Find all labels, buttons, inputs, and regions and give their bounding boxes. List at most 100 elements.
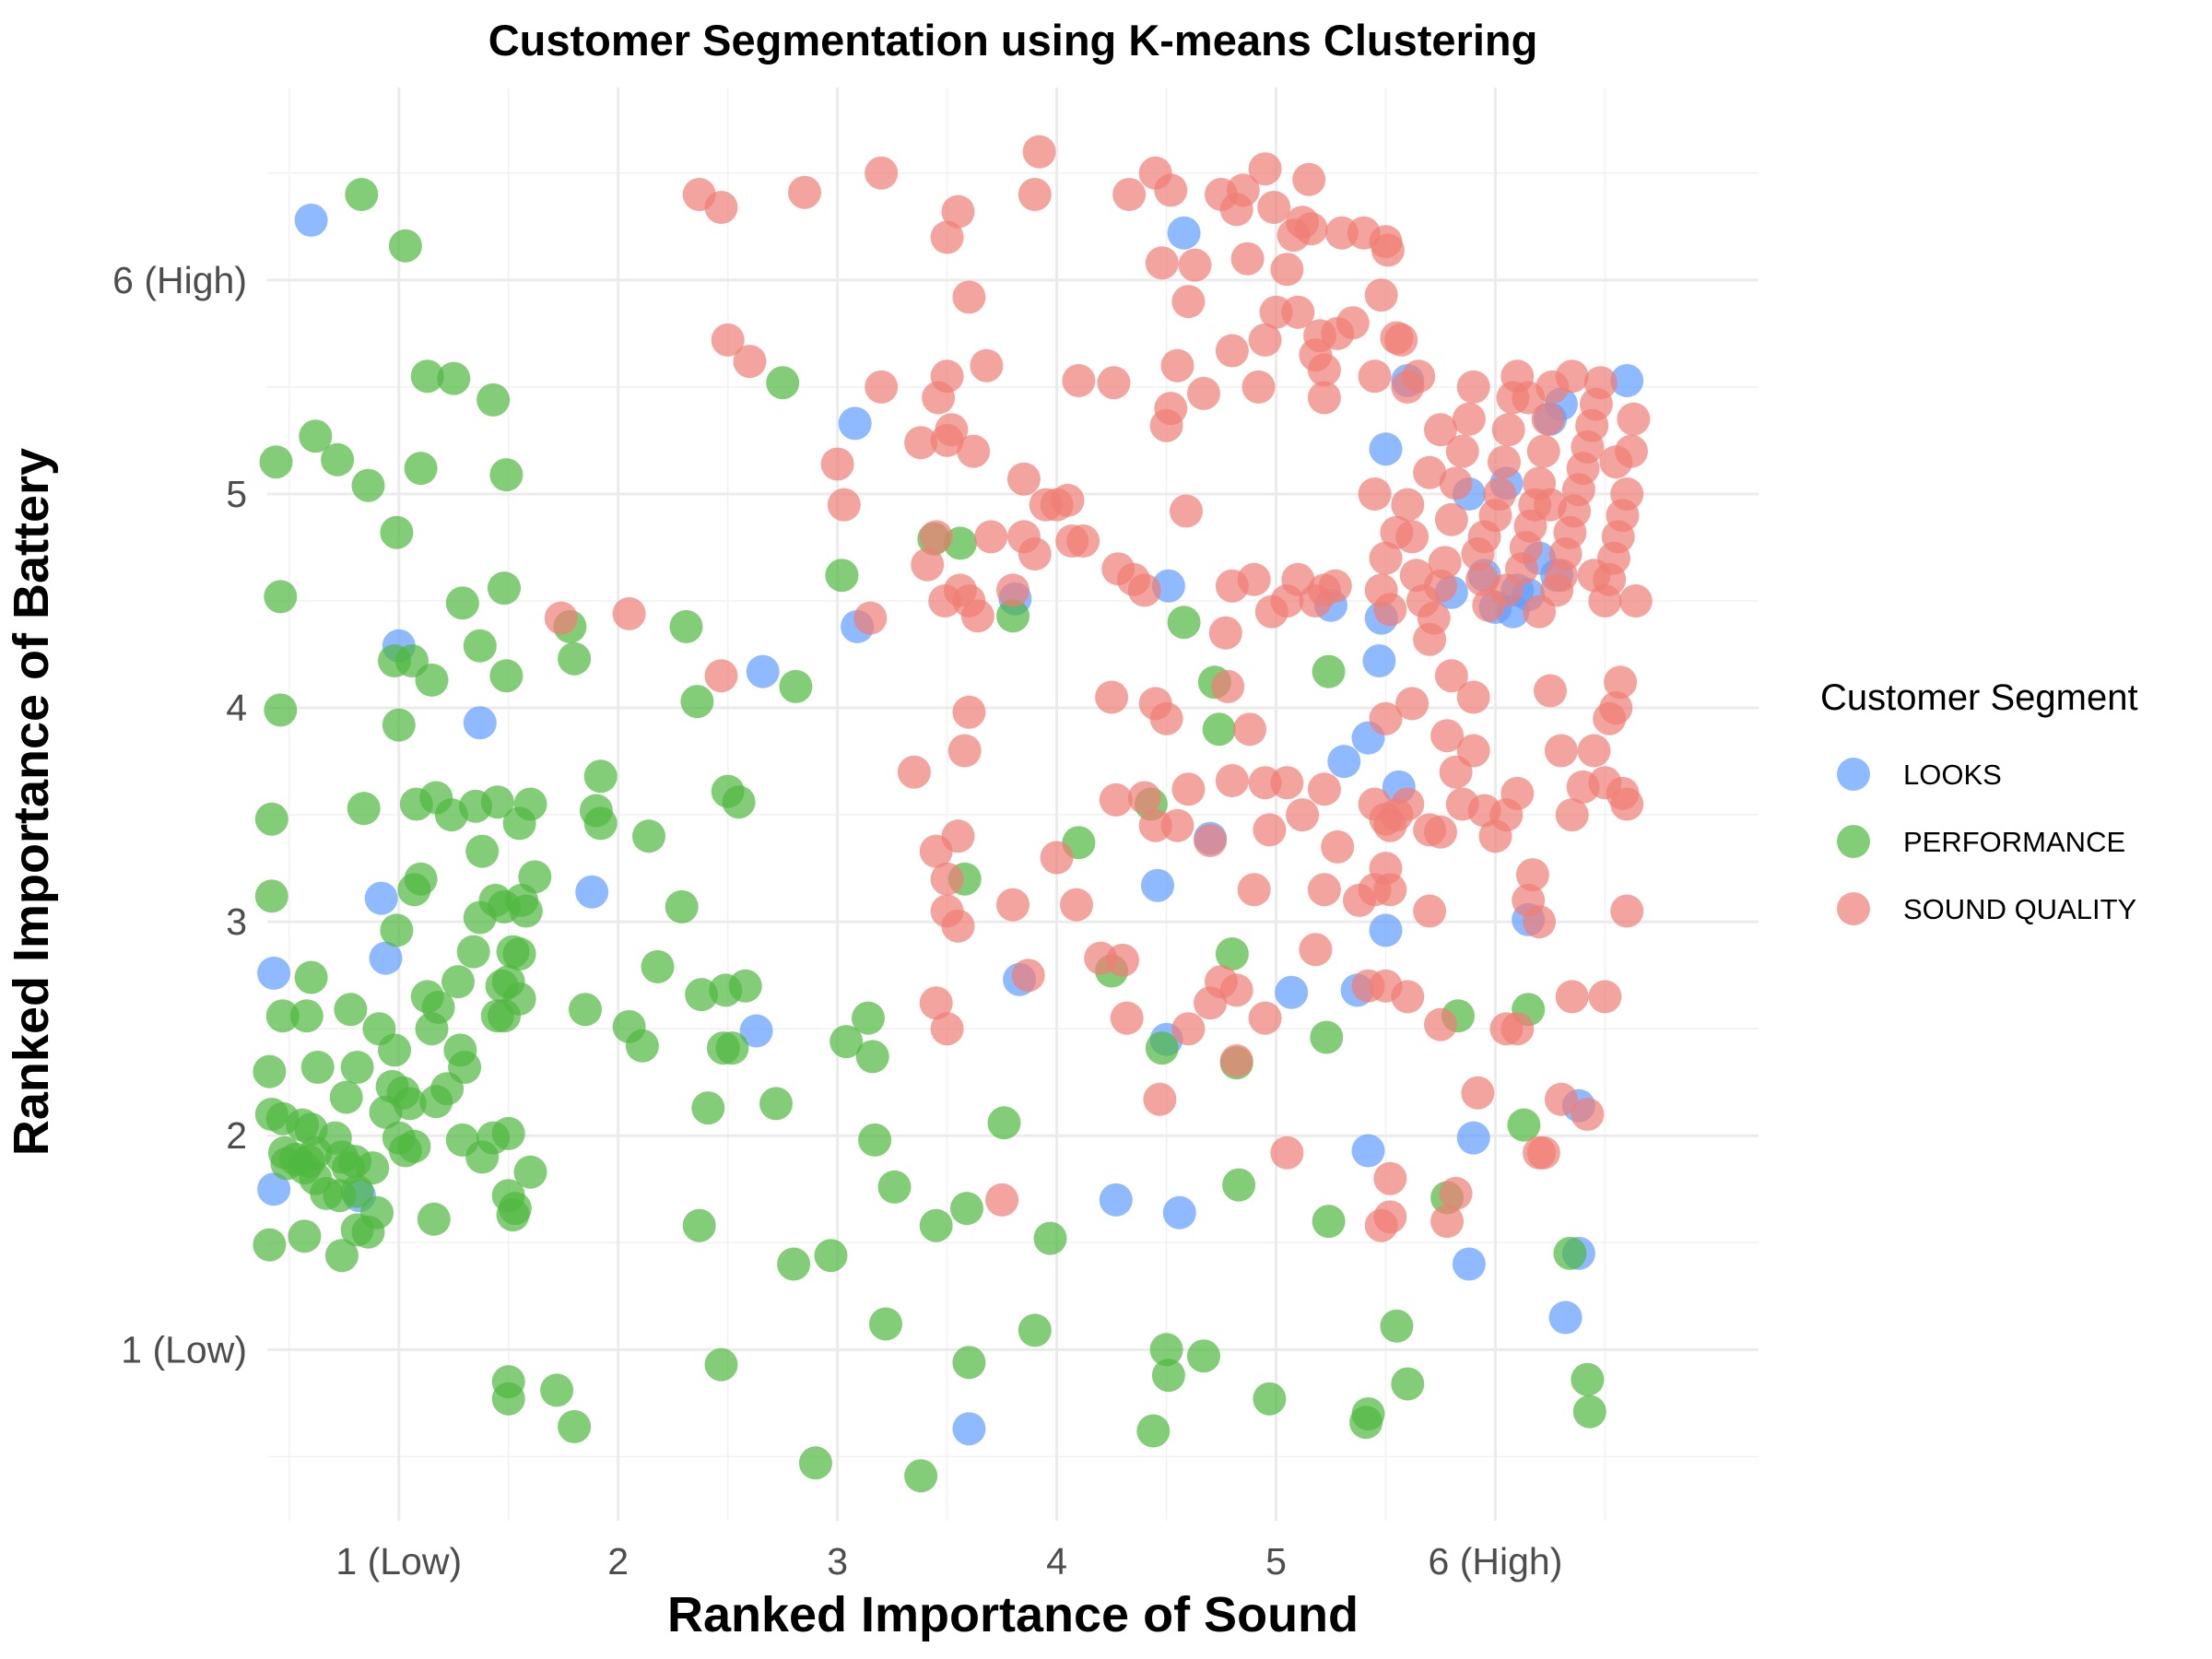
data-point (1294, 212, 1328, 246)
data-point (369, 1095, 403, 1129)
data-point (441, 965, 475, 999)
data-point (1571, 1098, 1605, 1131)
data-point (1534, 488, 1567, 522)
data-point (347, 792, 381, 826)
data-point (397, 1129, 431, 1163)
data-point (253, 1054, 287, 1088)
data-point (465, 834, 500, 868)
data-point (1051, 483, 1085, 517)
data-point (1151, 1359, 1185, 1393)
data-point (930, 220, 964, 254)
data-point (1307, 381, 1341, 415)
data-point (911, 547, 945, 582)
data-point (480, 785, 514, 819)
data-point (1018, 537, 1052, 571)
data-point (1241, 370, 1276, 404)
x-tick-label: 2 (607, 1540, 629, 1583)
data-point (1544, 1082, 1578, 1116)
data-point (1588, 980, 1622, 1014)
data-point (1424, 1007, 1457, 1041)
data-point (1577, 734, 1611, 768)
data-point (777, 1247, 811, 1281)
data-point (1413, 622, 1447, 656)
data-point (1489, 573, 1524, 607)
data-point (1491, 413, 1525, 447)
data-point (1424, 815, 1457, 849)
data-point (746, 654, 780, 688)
data-point (779, 669, 813, 703)
data-point (1141, 868, 1174, 902)
data-point (1066, 524, 1100, 558)
data-point (1194, 986, 1228, 1020)
data-point (814, 1239, 848, 1273)
data-point (1187, 376, 1220, 410)
data-point (351, 468, 385, 502)
data-point (1413, 894, 1447, 928)
data-point (575, 875, 609, 909)
legend-label: SOUND QUALITY (1903, 893, 2136, 925)
data-point (759, 1087, 793, 1121)
data-point (544, 601, 578, 635)
data-point (869, 1307, 902, 1341)
data-point (1208, 616, 1242, 650)
data-point (930, 1012, 964, 1046)
data-point (502, 937, 536, 971)
legend-item: LOOKS (1837, 758, 2002, 791)
data-point (288, 1219, 322, 1253)
data-point (766, 366, 800, 400)
data-point (1430, 719, 1465, 753)
data-point (356, 1151, 390, 1185)
data-point (1351, 969, 1385, 1003)
data-point (985, 1182, 1019, 1217)
data-point (665, 889, 699, 924)
data-point (1402, 359, 1436, 394)
data-point (1237, 873, 1271, 907)
data-point (798, 1446, 832, 1480)
data-point (1610, 364, 1644, 397)
data-point (257, 956, 291, 990)
data-point (1531, 402, 1565, 436)
data-point (1171, 1012, 1206, 1046)
data-point (264, 693, 298, 727)
data-point (1167, 216, 1201, 250)
data-point (612, 596, 646, 630)
data-point (1143, 1082, 1177, 1116)
data-point (513, 787, 547, 821)
data-point (1018, 178, 1052, 211)
data-point (996, 573, 1030, 607)
data-point (897, 755, 931, 789)
data-point (380, 913, 414, 947)
data-point (1127, 781, 1161, 815)
data-point (334, 993, 368, 1027)
data-point (415, 1012, 449, 1046)
data-point (691, 1091, 725, 1125)
data-point (704, 659, 738, 693)
data-point (1373, 1200, 1407, 1234)
data-point (364, 881, 398, 915)
data-point (1548, 1300, 1583, 1335)
data-point (1617, 402, 1651, 436)
data-point (264, 580, 298, 614)
data-point (1369, 852, 1403, 886)
data-point (1523, 594, 1557, 629)
x-tick-label: 6 (High) (1429, 1540, 1563, 1583)
data-point (1299, 933, 1333, 967)
data-point (1430, 1205, 1465, 1239)
legend-key (1837, 758, 1870, 791)
data-point (1145, 1031, 1179, 1065)
legend-label: LOOKS (1903, 759, 2002, 791)
data-point (558, 641, 592, 676)
data-point (1097, 366, 1131, 400)
data-point (1312, 654, 1346, 688)
data-point (1391, 488, 1425, 522)
data-point (1292, 162, 1326, 196)
data-point (960, 599, 994, 633)
data-point (1555, 798, 1589, 832)
data-point (509, 894, 543, 928)
data-point (1369, 432, 1403, 466)
data-point (669, 609, 703, 643)
y-axis-ticks: 1 (Low) 2 3 4 5 6 (High) (112, 259, 247, 1371)
data-point (417, 1202, 451, 1236)
data-point (1452, 402, 1486, 436)
